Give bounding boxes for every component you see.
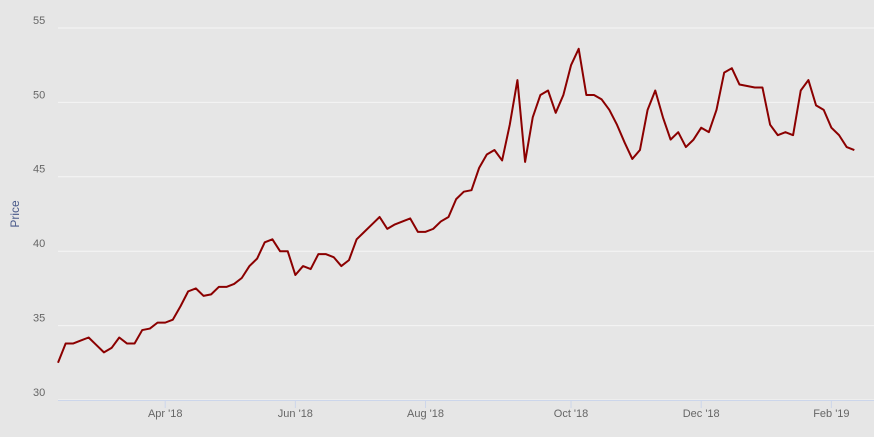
y-tick-label: 40	[33, 238, 45, 250]
x-tick-label: Jun '18	[278, 408, 313, 420]
x-tick-label: Feb '19	[813, 408, 849, 420]
y-tick-label: 35	[33, 313, 45, 325]
y-tick-label: 30	[33, 387, 45, 399]
price-line	[57, 47, 855, 364]
y-tick-label: 55	[33, 15, 45, 27]
y-axis-title: Price	[8, 200, 22, 228]
x-tick-label: Apr '18	[148, 408, 183, 420]
y-tick-label: 45	[33, 164, 45, 176]
x-tick-label: Dec '18	[683, 408, 720, 420]
y-tick-label: 50	[33, 89, 45, 101]
x-tick-label: Oct '18	[554, 408, 589, 420]
x-tick-label: Aug '18	[407, 408, 444, 420]
